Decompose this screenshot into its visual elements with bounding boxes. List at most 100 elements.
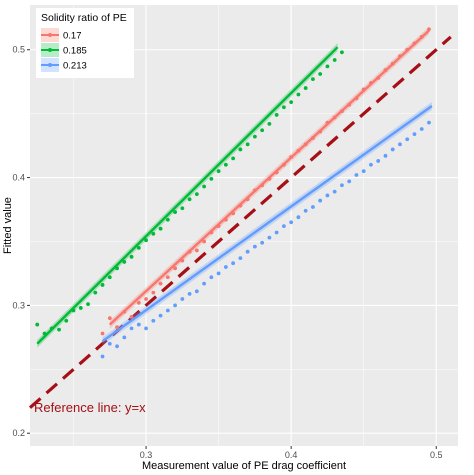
legend-label: 0.213 — [63, 61, 87, 72]
data-point — [281, 105, 286, 110]
data-point — [151, 290, 156, 295]
data-point — [347, 179, 352, 184]
data-point — [390, 147, 395, 152]
legend-label: 0.185 — [63, 46, 87, 57]
data-point — [180, 297, 185, 301]
legend-box — [36, 8, 134, 78]
plot-panel — [30, 5, 458, 446]
data-point — [245, 249, 250, 254]
data-point — [311, 205, 315, 209]
data-point — [383, 153, 388, 158]
data-point — [340, 183, 344, 188]
data-point — [260, 128, 265, 133]
data-point — [398, 142, 402, 147]
data-point — [122, 335, 127, 340]
data-point — [107, 316, 112, 321]
data-point — [158, 281, 163, 286]
data-point — [260, 240, 265, 245]
data-point — [267, 235, 272, 240]
y-tick-label: 0.5 — [12, 45, 25, 55]
legend-entries: 0.17 0.185 0.213 — [41, 28, 87, 72]
data-point — [427, 120, 431, 125]
data-point — [194, 248, 199, 253]
data-point — [122, 260, 127, 264]
legend-key-point — [48, 33, 52, 37]
data-point — [223, 265, 228, 269]
data-point — [209, 176, 214, 181]
data-point — [194, 192, 199, 197]
data-point — [129, 326, 134, 331]
x-axis-title: Measurement value of PE drag coefficient — [142, 460, 346, 472]
data-point — [144, 238, 148, 243]
data-point — [223, 162, 228, 167]
data-point — [252, 244, 257, 249]
data-point — [136, 322, 141, 327]
legend-title: Solidity ratio of PE — [41, 12, 127, 24]
data-point — [274, 113, 279, 117]
fit-lines — [36, 29, 433, 345]
reference-line-group — [28, 35, 452, 409]
data-point — [194, 289, 199, 294]
reference-line — [28, 35, 452, 409]
data-point — [151, 318, 156, 323]
data-point — [165, 308, 170, 313]
x-tick-label: 0.4 — [285, 450, 298, 460]
data-point — [165, 275, 170, 280]
data-point — [180, 206, 185, 211]
fit-line-0.213 — [101, 105, 433, 343]
data-point — [187, 197, 192, 202]
reference-line-label: Reference line: y=x — [34, 400, 146, 415]
y-axis-title: Fitted value — [2, 197, 14, 254]
data-point — [144, 297, 148, 301]
data-point — [405, 137, 410, 142]
data-point — [173, 266, 177, 271]
data-point — [129, 254, 134, 259]
y-tick-label: 0.2 — [12, 428, 25, 438]
data-point — [412, 132, 417, 137]
data-point — [325, 193, 330, 198]
x-tick-label: 0.3 — [140, 450, 153, 460]
data-point — [57, 327, 61, 332]
data-point — [289, 220, 294, 225]
data-point — [115, 344, 119, 349]
data-point — [216, 271, 221, 276]
data-point — [202, 281, 207, 286]
data-point — [173, 303, 177, 308]
y-tick-label: 0.3 — [12, 300, 25, 310]
data-point — [238, 147, 243, 152]
data-point — [303, 208, 308, 213]
data-point — [340, 50, 344, 55]
data-point — [231, 156, 236, 161]
data-point — [303, 86, 308, 90]
data-point — [361, 169, 366, 174]
data-point — [216, 169, 221, 174]
data-point — [107, 275, 112, 280]
axes: 0.3 0.4 0.5 0.2 0.3 0.4 0.5 — [12, 45, 442, 460]
legend-key-point — [48, 48, 52, 52]
data-point — [115, 325, 119, 330]
data-point — [245, 142, 250, 147]
data-point — [376, 159, 381, 163]
data-point — [296, 92, 301, 97]
data-point — [289, 100, 294, 105]
data-point — [274, 230, 279, 235]
data-point — [281, 224, 286, 229]
data-point — [151, 231, 156, 236]
data-point — [325, 64, 330, 69]
data-point — [318, 198, 323, 203]
data-point — [136, 245, 141, 250]
data-point — [86, 302, 90, 307]
data-point — [238, 256, 243, 260]
data-point — [296, 215, 301, 220]
x-tick-label: 0.5 — [430, 450, 443, 460]
legend-key-point — [48, 63, 52, 67]
data-point — [100, 331, 105, 336]
data-point — [318, 72, 323, 76]
data-point — [165, 217, 170, 222]
data-point — [332, 189, 337, 194]
data-point — [107, 341, 112, 346]
data-point — [354, 173, 359, 177]
data-point — [202, 184, 207, 189]
data-point — [252, 134, 257, 139]
